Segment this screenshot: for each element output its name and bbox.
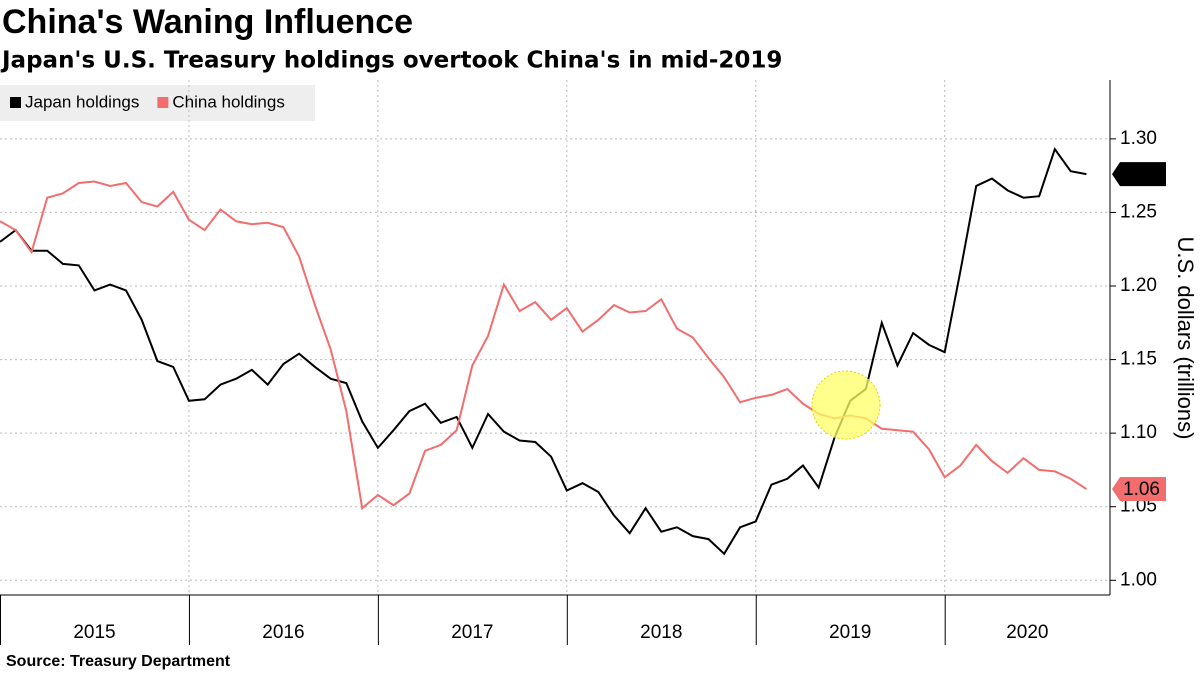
x-tick-label: 2016 (262, 622, 304, 643)
end-label-tag (1112, 162, 1166, 187)
chart-subtitle: Japan's U.S. Treasury holdings overtook … (0, 48, 782, 74)
y-tick-label: 1.30 (1120, 128, 1157, 149)
legend-label: China holdings (172, 92, 284, 111)
end-label: 1.06 (1123, 479, 1160, 500)
x-tick-label: 2018 (640, 622, 682, 643)
line-series (0, 146, 1087, 556)
y-tick-label: 1.20 (1120, 275, 1157, 296)
y-axis-label: U.S. dollars (trillions) (1173, 237, 1198, 440)
legend-label: Japan holdings (25, 92, 139, 111)
y-tick-label: 1.00 (1120, 569, 1157, 590)
x-tick-label: 2020 (1006, 622, 1048, 643)
line-series (0, 180, 1087, 511)
end-label: 1.28 (1123, 164, 1160, 185)
end-label-tag (1112, 477, 1166, 502)
chart-title: China's Waning Influence (2, 3, 413, 41)
source: Source: Treasury Department (6, 653, 231, 670)
y-tick-label: 1.25 (1120, 201, 1157, 222)
highlight-circle (811, 370, 881, 440)
x-tick-label: 2015 (73, 622, 115, 643)
legend-swatch (10, 97, 21, 108)
x-tick-label: 2017 (451, 622, 493, 643)
y-tick-label: 1.15 (1120, 349, 1157, 370)
legend-swatch (157, 97, 169, 108)
x-tick-label: 2019 (829, 622, 871, 643)
y-tick-label: 1.10 (1120, 422, 1157, 443)
